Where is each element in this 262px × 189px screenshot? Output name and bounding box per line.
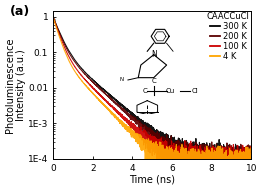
Y-axis label: Photoluminescence
Intensity (a.u.): Photoluminescence Intensity (a.u.) [5, 37, 26, 132]
Legend: 300 K, 200 K, 100 K, 4 K: 300 K, 200 K, 100 K, 4 K [206, 12, 250, 62]
X-axis label: Time (ns): Time (ns) [129, 174, 175, 184]
Text: (a): (a) [9, 5, 30, 18]
